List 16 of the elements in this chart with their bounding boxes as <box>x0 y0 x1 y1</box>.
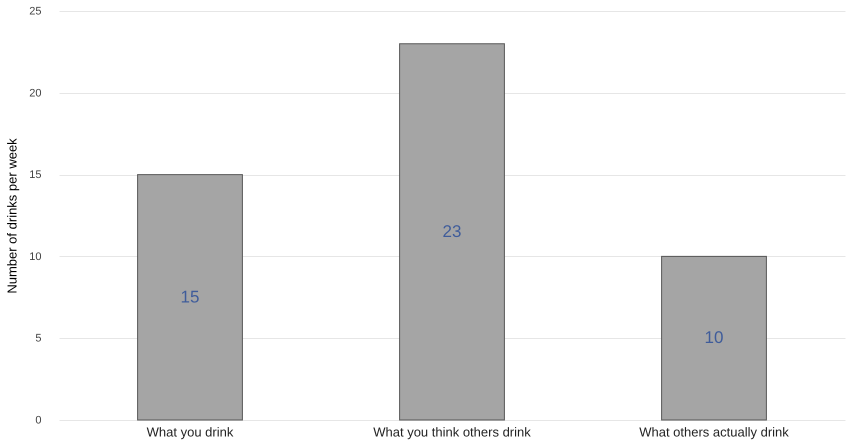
x-tick-label: What you think others drink <box>373 424 532 440</box>
y-tick-label: 15 <box>29 169 42 182</box>
bar <box>399 43 505 420</box>
data-label: 23 <box>442 222 462 241</box>
bar <box>137 174 243 420</box>
x-tick-label: What others actually drink <box>639 424 790 440</box>
bar <box>661 256 767 420</box>
data-label: 10 <box>704 328 724 348</box>
y-tick-label: 20 <box>29 87 42 100</box>
data-label: 15 <box>180 287 200 306</box>
y-axis-title: Number of drinks per week <box>4 138 20 294</box>
y-tick-label: 10 <box>29 250 42 263</box>
y-tick-label: 5 <box>35 332 42 345</box>
y-tick-label: 0 <box>35 414 42 426</box>
y-tick-label: 25 <box>29 6 42 18</box>
x-tick-label: What you drink <box>146 424 234 440</box>
